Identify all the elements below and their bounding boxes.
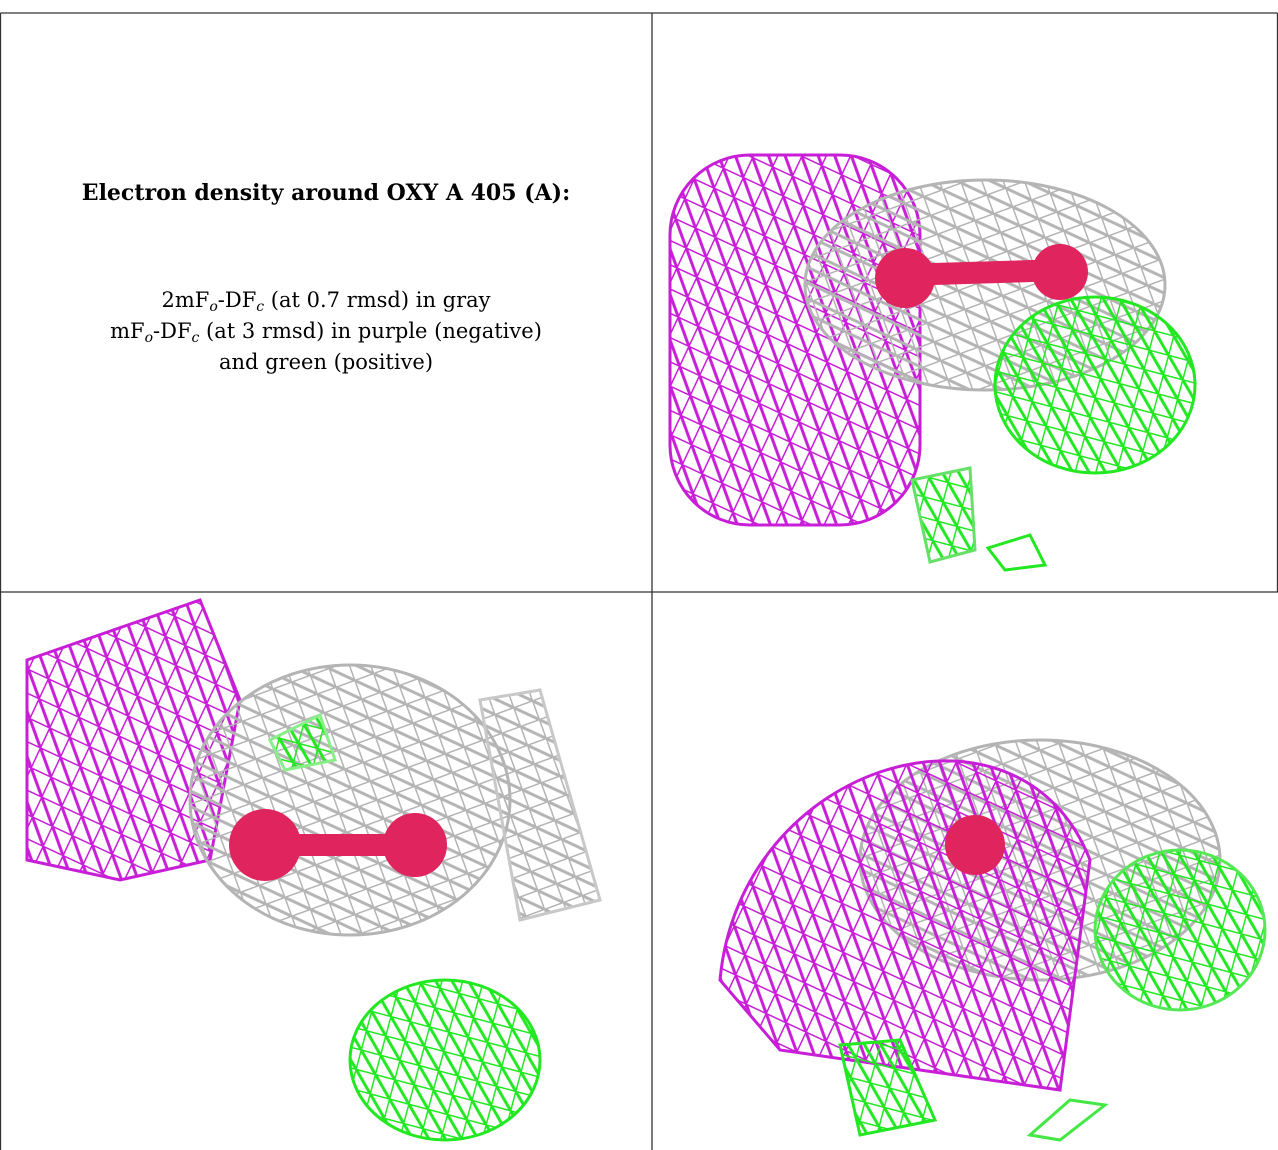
caption: 2mFo-DFc (at 0.7 rmsd) in gray mFo-DFc (… bbox=[0, 285, 652, 378]
text: -DF bbox=[217, 288, 257, 312]
panel-title: Electron density around OXY A 405 (A): bbox=[81, 180, 571, 206]
density-top-right bbox=[668, 153, 1197, 572]
text: (at 0.7 rmsd) in gray bbox=[264, 288, 491, 312]
caption-line: and green (positive) bbox=[0, 347, 652, 378]
subscript: o bbox=[209, 299, 218, 315]
caption-line: 2mFo-DFc (at 0.7 rmsd) in gray bbox=[0, 285, 652, 316]
caption-line: mFo-DFc (at 3 rmsd) in purple (negative) bbox=[0, 316, 652, 347]
subscript: o bbox=[144, 330, 154, 346]
text: (at 3 rmsd) in purple (negative) bbox=[199, 319, 542, 343]
density-bottom-right bbox=[718, 738, 1267, 1142]
text: 2mF bbox=[161, 288, 210, 312]
text: mF bbox=[110, 319, 145, 343]
text: and green (positive) bbox=[218, 350, 434, 374]
subscript: c bbox=[256, 299, 265, 315]
subscript: c bbox=[191, 330, 200, 346]
text: -DF bbox=[153, 319, 192, 343]
density-bottom-left bbox=[25, 598, 602, 1142]
